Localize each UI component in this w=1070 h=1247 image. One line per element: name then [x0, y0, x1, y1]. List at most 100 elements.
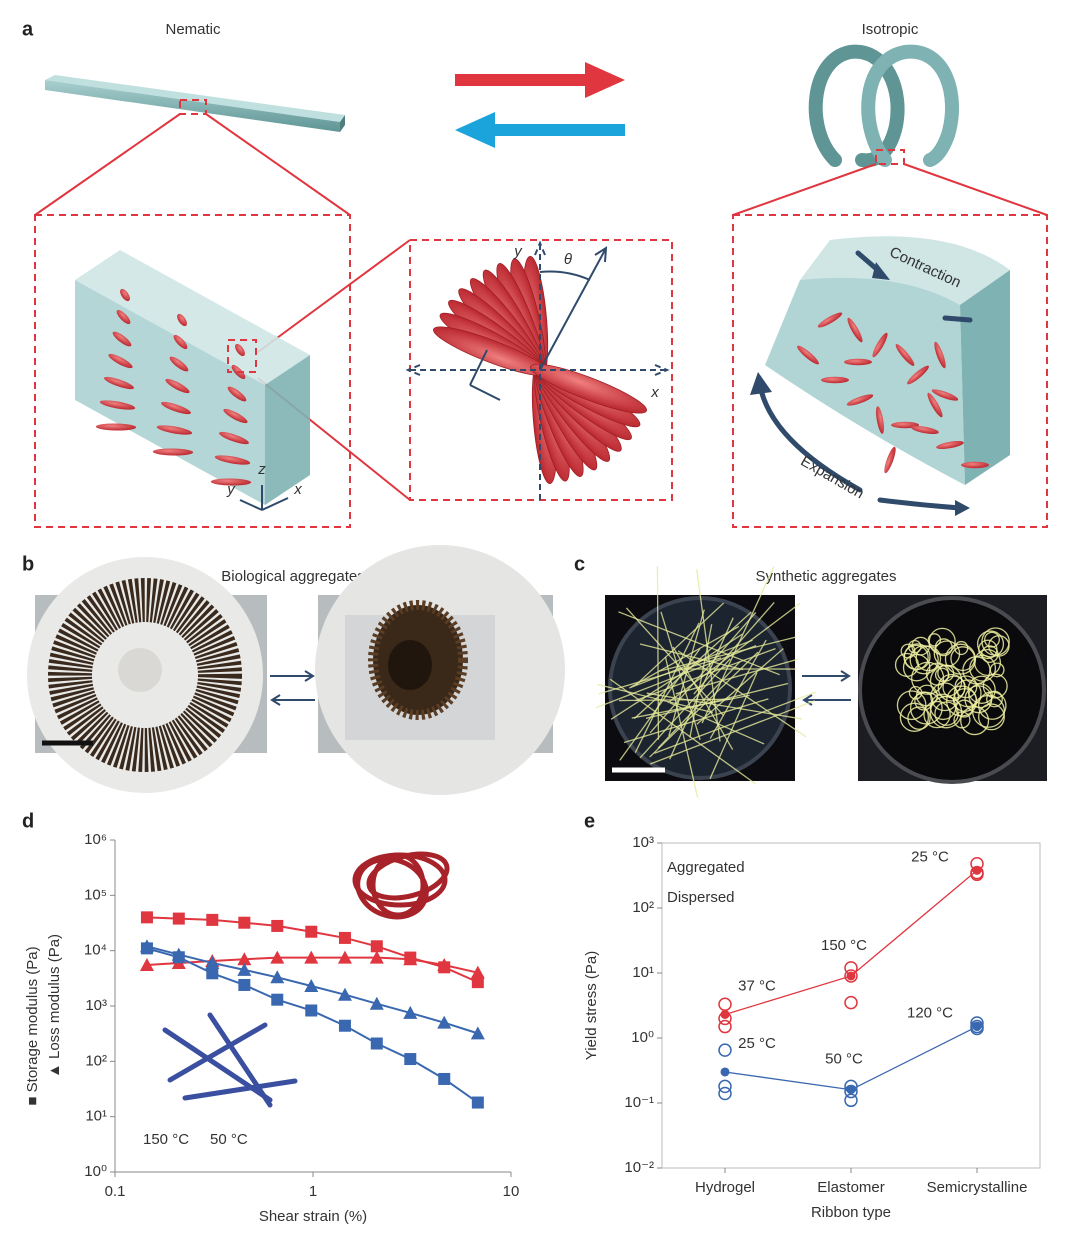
marker	[270, 970, 285, 984]
connector	[732, 163, 1048, 216]
molecule-fan	[433, 256, 647, 484]
marker	[139, 939, 154, 953]
fibre	[669, 617, 734, 760]
fibre	[982, 673, 1008, 699]
molecule	[227, 386, 247, 402]
molecule	[846, 394, 874, 406]
molecule	[120, 288, 130, 302]
molecule	[797, 345, 819, 365]
connector	[34, 113, 351, 216]
fibre	[696, 569, 721, 742]
marker	[237, 962, 252, 976]
axis-letter: y	[226, 481, 236, 498]
fibre	[656, 566, 660, 740]
fibre	[907, 706, 931, 730]
zoom-box	[875, 149, 905, 165]
molecule	[530, 363, 647, 414]
legend-entry: 50 °C	[210, 1131, 248, 1148]
sample-point	[718, 1019, 732, 1034]
nematic-title: Nematic	[165, 21, 221, 38]
x-tick-label: Hydrogel	[695, 1179, 755, 1196]
fibre	[954, 675, 978, 699]
zoom-box	[179, 99, 207, 115]
molecule	[165, 378, 190, 394]
molecule	[219, 431, 249, 445]
nematic-slab	[75, 250, 310, 505]
marker	[271, 993, 284, 1006]
annotation: 37 °C	[738, 977, 776, 994]
marker	[139, 958, 154, 972]
photo	[858, 595, 1047, 784]
fibre	[645, 682, 789, 720]
marker	[304, 978, 319, 992]
molecule	[108, 353, 133, 369]
x-tick-label: 0.1	[105, 1183, 126, 1200]
y-tick-label: 10²	[85, 1052, 107, 1069]
molecule	[891, 421, 919, 429]
annotation: 150 °C	[821, 937, 867, 954]
marker	[171, 947, 186, 961]
molecule	[847, 317, 863, 343]
panel-label: e	[584, 810, 595, 832]
molecule	[235, 343, 245, 357]
fibre	[950, 646, 976, 672]
y-tick-label: 10³	[632, 834, 654, 851]
fibre	[929, 693, 957, 721]
molecule	[161, 401, 191, 415]
marker	[206, 913, 219, 926]
fibre	[619, 648, 701, 761]
axis-letter: θ	[564, 251, 572, 268]
isotropic-slab	[765, 236, 1010, 485]
strain-arrows	[750, 250, 973, 516]
molecule	[214, 455, 251, 465]
zoom-frame	[732, 214, 1048, 528]
molecule	[152, 448, 194, 456]
molecule	[934, 341, 946, 369]
molecule	[872, 332, 888, 358]
marker	[437, 1015, 452, 1029]
y-axis-label: ■ Storage modulus (Pa)	[24, 946, 41, 1105]
marker	[305, 925, 318, 938]
fibre	[896, 690, 927, 721]
axis-letter: y	[513, 243, 523, 260]
marker	[403, 952, 418, 966]
marker	[338, 1019, 351, 1032]
molecules-iso	[797, 312, 989, 474]
fibre	[964, 685, 993, 714]
fibre	[909, 645, 939, 675]
series-line	[146, 947, 479, 1104]
y-tick-label: 10⁵	[84, 886, 107, 903]
marker	[238, 978, 251, 991]
y-tick-label: 10⁶	[84, 831, 107, 848]
marker	[972, 1022, 982, 1032]
fibre	[657, 661, 741, 749]
photo	[595, 566, 817, 798]
molecule	[927, 392, 943, 418]
marker	[369, 996, 384, 1010]
y-tick-label: 10⁰	[84, 1163, 107, 1180]
molecule	[104, 376, 134, 390]
isotropic-title: Isotropic	[862, 21, 919, 38]
axis-letter: x	[293, 481, 302, 498]
fibre	[609, 678, 757, 785]
marker	[720, 1009, 730, 1019]
marker	[470, 1026, 485, 1040]
marker	[270, 950, 285, 964]
marker	[846, 971, 856, 981]
sample-point	[844, 969, 858, 983]
panel-label: d	[22, 810, 34, 832]
molecule	[177, 313, 187, 327]
molecule	[116, 309, 131, 325]
marker	[471, 976, 484, 989]
legend-entry: 150 °C	[143, 1131, 189, 1148]
fibre	[634, 647, 776, 702]
fibre	[923, 700, 951, 729]
marker	[271, 919, 284, 932]
annotation: 25 °C	[738, 1035, 776, 1052]
panel-label: c	[574, 553, 585, 575]
y-tick-label: 10¹	[632, 964, 654, 981]
marker	[438, 1072, 451, 1085]
legend-entry: Aggregated	[667, 859, 745, 876]
fibre	[597, 683, 713, 714]
molecule	[931, 389, 959, 401]
